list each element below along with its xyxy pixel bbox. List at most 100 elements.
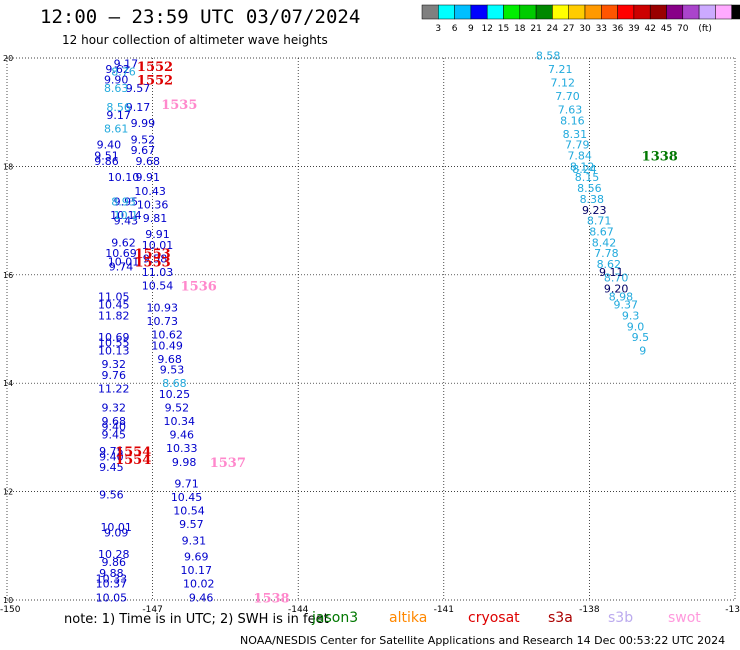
data-point-label: 10.37 <box>96 578 128 591</box>
data-point-label: 9.3 <box>622 309 640 322</box>
data-point-label: 8.24 <box>572 163 597 176</box>
data-point-label: 9.52 <box>131 133 156 146</box>
scale-tick-label: 15 <box>498 24 509 34</box>
data-point-label: 10.10 <box>108 171 140 184</box>
scale-unit-label: (ft) <box>698 24 712 34</box>
data-point-label: 8.16 <box>560 114 585 127</box>
data-point-label: 9.86 <box>94 155 119 168</box>
data-point-label: 10.34 <box>164 415 196 428</box>
data-point-label: 9.76 <box>102 369 127 382</box>
data-point-label: 10.28 <box>98 548 130 561</box>
data-point-label: 9.43 <box>114 215 139 228</box>
data-point-label: 11.22 <box>98 383 130 396</box>
data-point-label: 9.17 <box>114 57 139 70</box>
data-point-label: 10.01 <box>108 255 140 268</box>
data-point-label: 8.56 <box>106 101 131 114</box>
data-point-label: 9.20 <box>604 282 629 295</box>
data-point-label: 9.68 <box>157 353 182 366</box>
legend-entry-cryosat: cryosat <box>468 610 520 626</box>
data-point-label: 9.40 <box>97 139 122 152</box>
data-point-label: 9.53 <box>160 364 185 377</box>
data-point-label: 8.31 <box>563 128 588 141</box>
scale-tick-label: 33 <box>596 24 607 34</box>
data-point-label: 10.33 <box>96 572 128 585</box>
data-point-label: 8.56 <box>577 182 602 195</box>
scale-tick-label: 30 <box>579 24 591 34</box>
scale-tick-label: 70 <box>677 24 689 34</box>
data-point-label: 8.63 <box>104 82 129 95</box>
data-point-label: 10.69 <box>98 331 130 344</box>
data-point-label: 10.45 <box>171 491 203 504</box>
chart-subtitle: 12 hour collection of altimeter wave hei… <box>62 33 328 47</box>
data-point-label: 10.73 <box>147 315 179 328</box>
time-label: 1338 <box>642 150 678 165</box>
data-point-label: 9.31 <box>182 534 207 547</box>
data-point-label: 10.14 <box>110 209 142 222</box>
data-point-label: 9.45 <box>102 429 127 442</box>
data-point-label: 9.37 <box>614 299 639 312</box>
data-point-label: 9.58 <box>143 253 168 266</box>
data-point-label: 9.88 <box>99 567 124 580</box>
data-point-label: 9.68 <box>135 155 160 168</box>
data-point-label: 9.17 <box>106 109 131 122</box>
data-point-label: 9.5 <box>632 331 650 344</box>
data-point-label: 9.32 <box>102 402 127 415</box>
data-point-label: 10.25 <box>159 388 191 401</box>
data-point-label: 10.02 <box>183 578 215 591</box>
data-point-label: 10.93 <box>147 301 179 314</box>
data-point-label: 9.75 <box>99 445 124 458</box>
satellite-legend: jason3 altika cryosat s3a s3b swot <box>0 610 740 630</box>
data-point-label: 9.57 <box>126 82 151 95</box>
chart-title: 12:00 – 23:59 UTC 03/07/2024 <box>40 6 361 28</box>
time-label: 1554 <box>115 453 151 468</box>
x-tick-label: -13 <box>725 605 740 615</box>
data-point-label: 11.82 <box>98 309 130 322</box>
data-point-label: 9.71 <box>174 477 199 490</box>
time-label: 1538 <box>253 591 289 606</box>
data-point-label: 8.98 <box>609 290 634 303</box>
data-point-label: 9.17 <box>126 101 151 114</box>
data-point-label: 8.76 <box>111 66 136 79</box>
data-point-label: 9.0 <box>627 320 645 333</box>
data-point-label: 10.01 <box>142 239 174 252</box>
data-point-label: 9.67 <box>131 144 156 157</box>
data-point-label: 9.11 <box>599 266 624 279</box>
time-label: 1554 <box>115 445 151 460</box>
data-point-label: 8.71 <box>587 215 612 228</box>
scale-tick-label: 6 <box>452 24 458 34</box>
data-point-label: 9.74 <box>109 261 134 274</box>
data-point-label: 10.54 <box>142 280 174 293</box>
note-text: note: 1) Time is in UTC; 2) SWH is in fe… <box>64 612 329 627</box>
data-point-label: 9.98 <box>172 456 197 469</box>
data-point-label: 9.91 <box>135 171 160 184</box>
time-label: 1553 <box>135 247 171 262</box>
data-point-label: 10.69 <box>105 247 137 260</box>
data-point-label: 10.01 <box>100 521 132 534</box>
data-point-label: 11.03 <box>142 266 174 279</box>
data-point-label: 8.38 <box>580 193 605 206</box>
data-point-label: 7.84 <box>567 150 592 163</box>
data-point-label: 9.68 <box>102 415 127 428</box>
legend-entry-altika: altika <box>389 610 428 626</box>
data-point-label: 9 <box>639 345 646 358</box>
legend-entry-s3a: s3a <box>548 610 573 626</box>
legend-entry-s3b: s3b <box>608 610 634 626</box>
color-scale-bar: 3 6 9 12 15 18 21 24 27 30 33 36 39 42 45 70 (ft) <box>421 4 740 34</box>
data-point-label: 9.46 <box>169 429 194 442</box>
data-point-label: 10.54 <box>173 505 205 518</box>
data-point-label: 9.69 <box>184 551 209 564</box>
scale-tick-label: 24 <box>547 24 559 34</box>
time-label: 1537 <box>210 456 246 471</box>
y-tick-label: 16 <box>3 271 13 280</box>
time-label: 1552 <box>137 74 173 89</box>
data-point-label: 10.05 <box>96 591 128 604</box>
data-point-label: 10.13 <box>98 345 130 358</box>
data-point-label: 9.45 <box>99 461 124 474</box>
data-point-label: 10.43 <box>134 185 166 198</box>
data-point-label: 10.33 <box>166 442 198 455</box>
y-tick-label: 14 <box>3 379 13 388</box>
y-tick-label: 20 <box>3 54 13 63</box>
data-point-label: 9.46 <box>189 591 214 604</box>
data-point-label: 9.23 <box>582 204 607 217</box>
data-point-label: 10.1 <box>114 209 139 222</box>
